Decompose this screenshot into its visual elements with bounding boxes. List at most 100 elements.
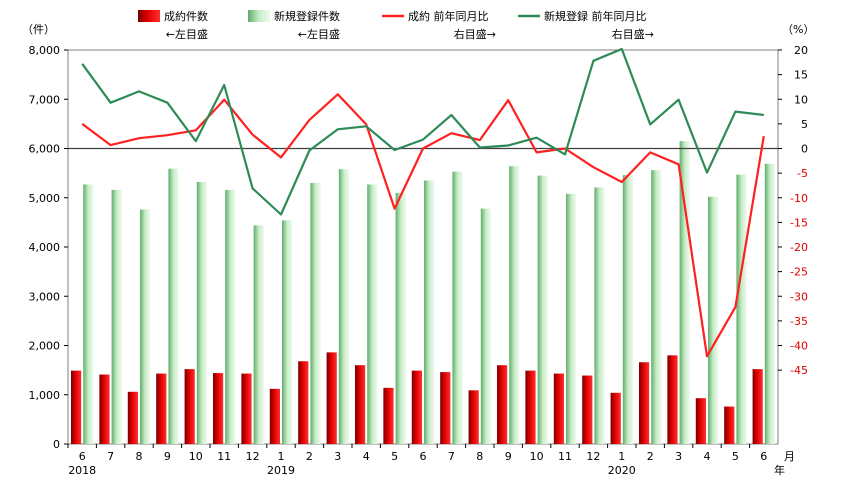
x-axis-month-label: 5 [732, 450, 739, 463]
bar-new-listings [111, 189, 122, 444]
bar-contracts [695, 398, 706, 444]
bar-contracts [298, 361, 309, 444]
x-axis-month-label: 1 [618, 450, 625, 463]
legend-new-listings-label: 新規登録件数 [274, 9, 340, 23]
bar-contracts [99, 374, 110, 444]
bar-new-listings [622, 175, 634, 444]
x-axis-month-label: 6 [760, 450, 767, 463]
bar-contracts [724, 406, 735, 444]
x-axis-month-label: 6 [420, 450, 427, 463]
left-axis-tick-label: 3,000 [29, 290, 61, 303]
legend-contracts-yoy-axis-note: 右目盛→ [454, 27, 496, 41]
bar-new-listings [764, 163, 776, 444]
bar-contracts [582, 375, 593, 444]
x-axis-year-label: 2020 [608, 464, 636, 477]
bar-new-listings [480, 208, 492, 444]
bar-contracts [184, 369, 195, 444]
left-axis-tick-label: 7,000 [29, 93, 61, 106]
right-axis-tick-label: -40 [790, 340, 808, 353]
x-axis-year-label: 2018 [68, 464, 96, 477]
bar-new-listings [196, 181, 208, 445]
right-axis-unit: （%） [782, 23, 814, 36]
x-axis-month-label: 11 [217, 450, 231, 463]
bar-contracts [553, 373, 564, 444]
bar-new-listings [537, 175, 548, 444]
left-axis-tick-label: 8,000 [29, 44, 61, 57]
left-axis-tick-label: 0 [53, 438, 60, 451]
right-axis-tick-label: 5 [801, 118, 808, 131]
bar-new-listings [509, 166, 520, 445]
right-axis-tick-label: 20 [794, 44, 808, 57]
x-axis-month-label: 11 [558, 450, 572, 463]
bar-contracts [156, 373, 167, 444]
x-axis-month-label: 8 [476, 450, 483, 463]
bar-contracts [468, 390, 479, 444]
legend-contracts-label: 成約件数 [164, 9, 208, 23]
legend-contracts-axis-note: ←左目盛 [166, 27, 208, 41]
right-axis-tick-label: -30 [790, 290, 808, 303]
bar-contracts [70, 370, 82, 444]
bar-new-listings [679, 141, 690, 445]
bar-new-listings [566, 193, 577, 444]
bar-contracts [127, 391, 138, 444]
x-axis-year-label: 2019 [267, 464, 295, 477]
bar-new-listings [168, 168, 179, 444]
left-axis-tick-label: 4,000 [29, 241, 61, 254]
bar-contracts [496, 365, 508, 444]
bar-new-listings [253, 225, 264, 444]
bar-contracts [269, 388, 280, 444]
x-axis-month-label: 12 [586, 450, 600, 463]
x-axis-month-label: 9 [164, 450, 171, 463]
bar-contracts [241, 373, 252, 444]
legend-contracts-swatch [138, 10, 160, 22]
x-axis-month-label: 7 [448, 450, 455, 463]
bar-contracts [610, 392, 621, 444]
right-axis-tick-label: 10 [794, 93, 808, 106]
bar-new-listings [140, 209, 151, 444]
right-axis-tick-label: -35 [790, 315, 808, 328]
x-axis-month-label: 6 [79, 450, 86, 463]
legend-new-listings-swatch [248, 10, 270, 22]
bar-contracts [752, 369, 763, 444]
bar-new-listings [424, 180, 435, 444]
legend-new-listings-axis-note: ←左目盛 [298, 27, 340, 41]
bar-new-listings [367, 184, 378, 444]
right-axis-tick-label: 0 [801, 143, 808, 156]
bar-contracts [411, 370, 422, 444]
legend-new-listings-yoy-axis-note: 右目盛→ [612, 27, 654, 41]
line-new-listings-yoy [81, 47, 764, 216]
x-axis-month-label: 7 [107, 450, 114, 463]
x-axis-month-label: 3 [675, 450, 682, 463]
left-axis-tick-label: 6,000 [29, 143, 61, 156]
x-axis-month-label: 4 [704, 450, 711, 463]
bar-contracts [326, 352, 337, 444]
x-axis-month-label: 12 [246, 450, 260, 463]
left-axis-tick-label: 5,000 [29, 192, 61, 205]
left-axis-unit: （件） [22, 23, 55, 36]
right-axis-tick-label: -5 [797, 167, 808, 180]
x-axis-month-label: 10 [530, 450, 544, 463]
bar-new-listings [310, 182, 321, 444]
right-axis-tick-label: -10 [790, 192, 808, 205]
bar-new-listings [395, 192, 406, 444]
x-axis-month-label: 4 [363, 450, 370, 463]
x-axis-month-label: 9 [505, 450, 512, 463]
right-axis-tick-label: -45 [790, 364, 808, 377]
bar-new-listings [282, 220, 293, 444]
bar-contracts [667, 355, 678, 444]
right-axis-tick-label: 15 [794, 69, 808, 82]
bar-new-listings [83, 184, 94, 444]
x-axis-month-label: 8 [136, 450, 143, 463]
bar-new-listings [651, 170, 662, 445]
x-axis-year-unit: 年 [774, 463, 785, 477]
bar-new-listings [452, 171, 463, 444]
right-axis-tick-label: -15 [790, 216, 808, 229]
left-axis-tick-label: 2,000 [29, 340, 61, 353]
legend-new-listings-yoy-label: 新規登録 前年同月比 [544, 9, 647, 23]
bar-new-listings [594, 187, 605, 444]
bar-new-listings [338, 169, 350, 444]
x-axis-month-label: 2 [306, 450, 313, 463]
x-axis-month-label: 2 [647, 450, 654, 463]
